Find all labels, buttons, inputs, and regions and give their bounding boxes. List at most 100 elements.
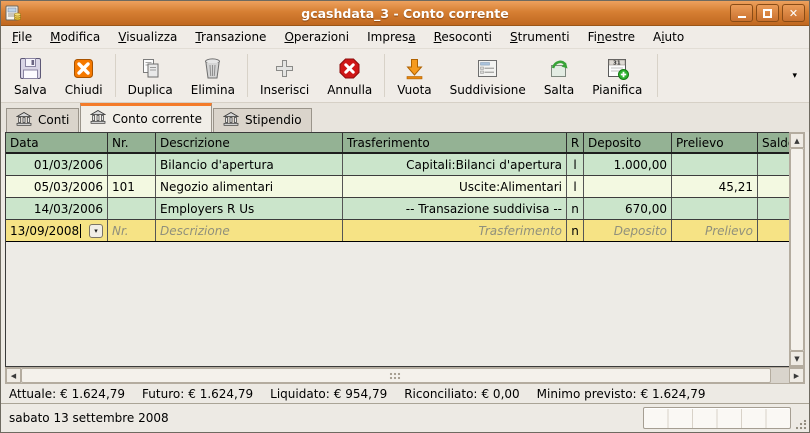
cell-prelievo[interactable] [672, 154, 758, 175]
titlebar[interactable]: gcashdata_3 - Conto corrente ✕ [1, 1, 809, 26]
resize-grip[interactable] [796, 419, 807, 430]
menu-transazione[interactable]: Transazione [195, 30, 267, 44]
reconcile-cell[interactable]: n [567, 220, 584, 241]
trash-icon [200, 55, 225, 81]
save-button[interactable]: Salva [5, 50, 56, 101]
scroll-right-button[interactable]: ▶ [789, 368, 804, 383]
tab-label: Conto corrente [112, 111, 202, 126]
prelievo-input-cell[interactable]: Prelievo [672, 220, 758, 241]
cell-prelievo[interactable]: 45,21 [672, 176, 758, 197]
transaction-row[interactable]: 14/03/2006 Employers R Us -- Transazione… [6, 198, 789, 220]
close-tab-button[interactable]: Chiudi [56, 50, 112, 101]
tabbar: Conti Conto corrente [1, 103, 809, 132]
cell-deposito[interactable]: 1.000,00 [584, 154, 672, 175]
menu-finestre[interactable]: Finestre [587, 30, 635, 44]
deposito-input-cell[interactable]: Deposito [584, 220, 672, 241]
date-dropdown-button[interactable]: ▾ [89, 223, 103, 238]
scroll-trough[interactable] [771, 368, 789, 383]
menu-modifica[interactable]: Modifica [50, 30, 101, 44]
jump-button[interactable]: Salta [535, 50, 583, 101]
date-input-cell[interactable]: 13/09/2008 ▾ [6, 220, 108, 241]
bank-icon [15, 111, 33, 129]
close-button[interactable]: ✕ [782, 4, 805, 22]
cell-date[interactable]: 05/03/2006 [6, 176, 108, 197]
saldo-cell[interactable] [758, 220, 789, 241]
register-empty-area[interactable] [6, 242, 789, 366]
column-header-deposito: Deposito [584, 133, 672, 152]
cell-descrizione[interactable]: Employers R Us [156, 198, 343, 219]
app-window-icon [5, 5, 22, 22]
tab-label: Stipendio [244, 113, 302, 127]
cancel-button[interactable]: Annulla [318, 50, 381, 101]
cell-trasferimento[interactable]: Uscite:Alimentari [343, 176, 567, 197]
scroll-left-button[interactable]: ◀ [6, 368, 21, 383]
duplicate-button[interactable]: Duplica [119, 50, 182, 101]
transaction-row[interactable]: 01/03/2006 Bilancio d'apertura Capitali:… [6, 154, 789, 176]
cell-prelievo[interactable] [672, 198, 758, 219]
menu-resoconti[interactable]: Resoconti [433, 30, 492, 44]
blank-transaction-button[interactable]: Vuota [388, 50, 440, 101]
tab-conti[interactable]: Conti [6, 108, 80, 132]
text-cursor [80, 223, 82, 238]
toolbar-overflow-button[interactable]: ▾ [790, 71, 805, 81]
summary-minimo-previsto: Minimo previsto: € 1.624,79 [536, 386, 706, 401]
cell-descrizione[interactable]: Negozio alimentari [156, 176, 343, 197]
minimize-button[interactable] [730, 4, 753, 22]
register-header-row: Data Nr. Descrizione Trasferimento R Dep… [6, 133, 789, 154]
menu-visualizza[interactable]: Visualizza [118, 30, 178, 44]
menu-aiuto[interactable]: Aiuto [652, 30, 685, 44]
cell-nr[interactable]: 101 [108, 176, 156, 197]
cell-saldo[interactable] [758, 198, 789, 219]
vertical-scroll-thumb[interactable] [790, 148, 804, 351]
maximize-button[interactable] [756, 4, 779, 22]
cell-reconcile[interactable]: l [567, 154, 584, 175]
cell-descrizione[interactable]: Bilancio d'apertura [156, 154, 343, 175]
summary-bar: Attuale: € 1.624,79 Futuro: € 1.624,79 Liq… [1, 384, 809, 403]
cell-deposito[interactable]: 670,00 [584, 198, 672, 219]
cancel-stop-icon [337, 55, 362, 81]
window-title: gcashdata_3 - Conto corrente [301, 5, 509, 21]
floppy-icon [18, 55, 43, 81]
summary-riconciliato: Riconciliato: € 0,00 [404, 386, 520, 401]
cell-reconcile[interactable]: n [567, 198, 584, 219]
duplicate-pages-icon [138, 55, 163, 81]
insert-button[interactable]: Inserisci [251, 50, 318, 101]
horizontal-scrollbar[interactable]: ◀ ▶ [5, 367, 805, 384]
register-area: Data Nr. Descrizione Trasferimento R Dep… [1, 132, 809, 367]
cell-deposito[interactable] [584, 176, 672, 197]
vertical-scrollbar[interactable]: ▲ ▼ [789, 132, 805, 367]
chevron-down-icon: ▾ [792, 70, 797, 81]
edit-transaction-row[interactable]: 13/09/2008 ▾ Nr. Descrizione Trasferimen… [6, 220, 789, 242]
cell-date[interactable]: 14/03/2006 [6, 198, 108, 219]
scroll-up-button[interactable]: ▲ [790, 133, 804, 148]
menu-impresa[interactable]: Impresa [367, 30, 416, 44]
cell-nr[interactable] [108, 154, 156, 175]
trasferimento-input-cell[interactable]: Trasferimento [343, 220, 567, 241]
descrizione-input-cell[interactable]: Descrizione [156, 220, 343, 241]
cell-saldo[interactable] [758, 176, 789, 197]
close-x-icon [71, 55, 96, 81]
cell-date[interactable]: 01/03/2006 [6, 154, 108, 175]
split-button[interactable]: Suddivisione [441, 50, 535, 101]
bank-icon [89, 110, 107, 127]
schedule-button[interactable]: 31 Pianifica [583, 50, 651, 101]
delete-button[interactable]: Elimina [182, 50, 244, 101]
cell-trasferimento[interactable]: Capitali:Bilanci d'apertura [343, 154, 567, 175]
cell-reconcile[interactable]: l [567, 176, 584, 197]
menu-operazioni[interactable]: Operazioni [284, 30, 350, 44]
cell-trasferimento[interactable]: -- Transazione suddivisa -- [343, 198, 567, 219]
menu-strumenti[interactable]: Strumenti [509, 30, 570, 44]
cell-saldo[interactable] [758, 154, 789, 175]
toolbar-separator [246, 54, 248, 97]
menu-file[interactable]: File [12, 30, 33, 44]
horizontal-scroll-thumb[interactable] [21, 368, 772, 383]
tab-stipendio[interactable]: Stipendio [212, 108, 312, 132]
transaction-row[interactable]: 05/03/2006 101 Negozio alimentari Uscite… [6, 176, 789, 198]
chevron-down-icon: ▾ [94, 226, 98, 235]
scroll-down-button[interactable]: ▼ [790, 351, 804, 366]
column-header-descrizione: Descrizione [156, 133, 343, 152]
nr-input-cell[interactable]: Nr. [108, 220, 156, 241]
cell-nr[interactable] [108, 198, 156, 219]
tab-conto-corrente[interactable]: Conto corrente [80, 103, 212, 132]
maximize-icon [763, 8, 772, 18]
